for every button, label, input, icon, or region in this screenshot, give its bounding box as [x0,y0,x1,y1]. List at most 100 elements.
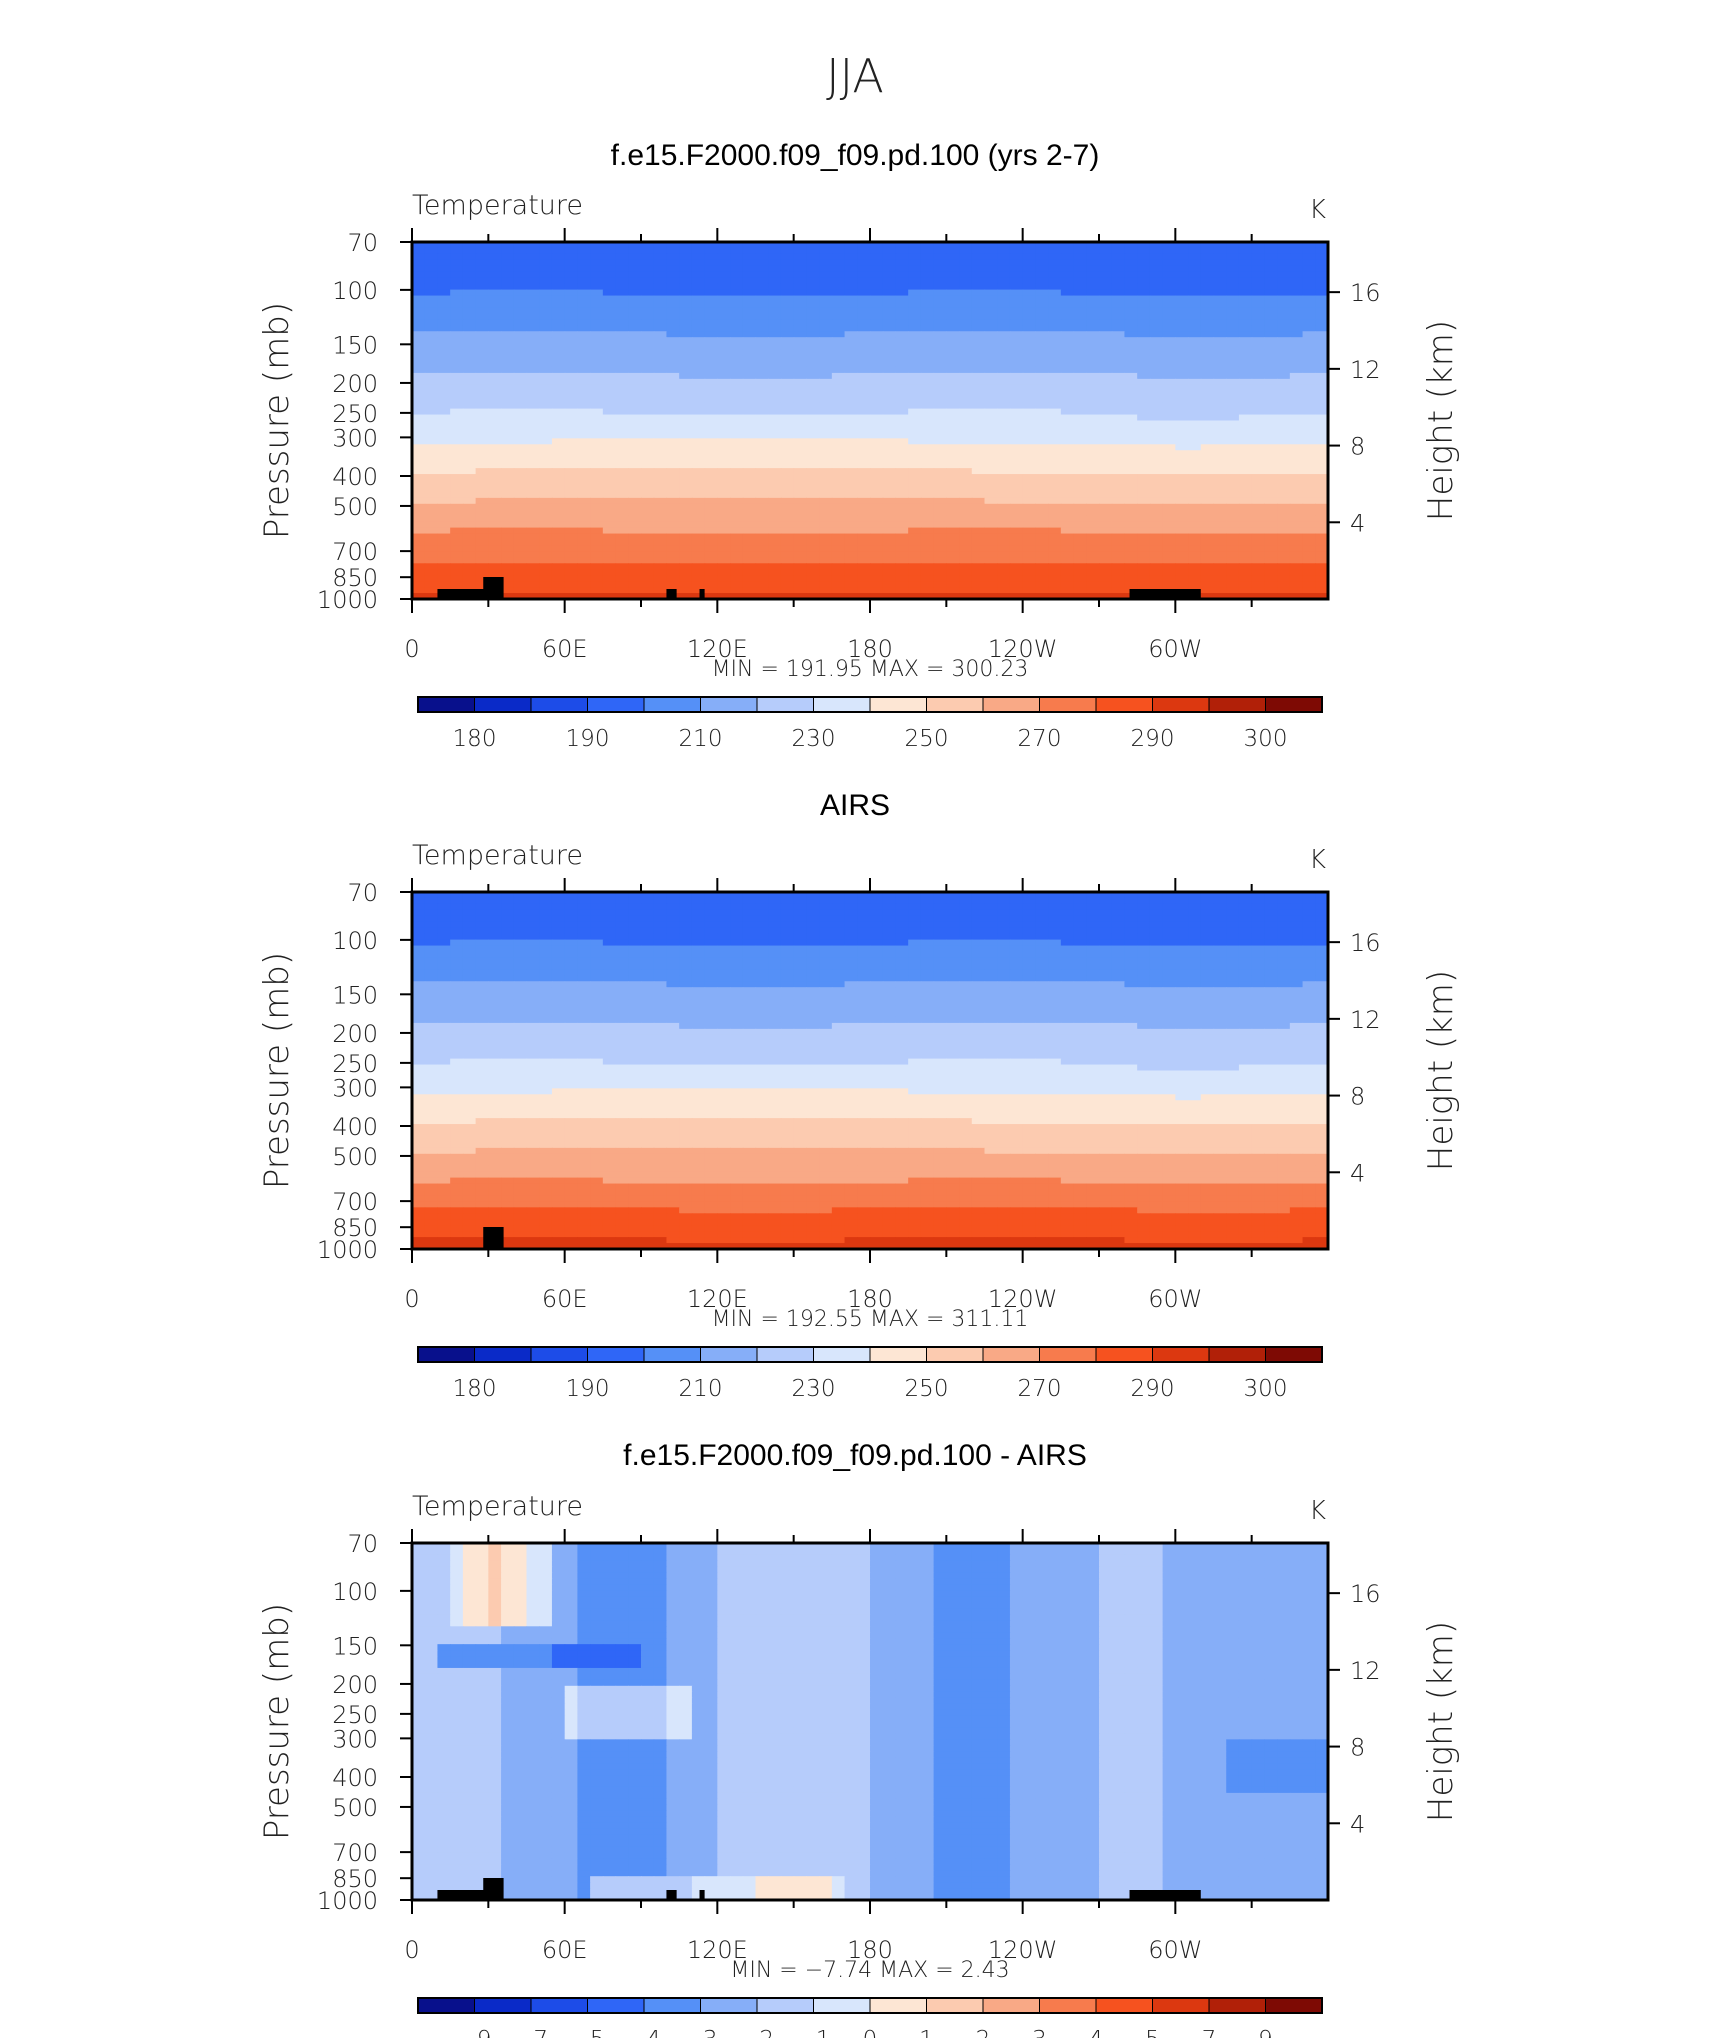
contour-cell [1213,319,1227,326]
contour-cell [475,432,489,439]
contour-cell [831,933,846,941]
contour-cell [1251,509,1265,517]
contour-cell [1289,587,1304,594]
contour-cell [679,253,693,261]
contour-cell [870,426,884,433]
contour-cell [755,372,769,380]
contour-cell [806,313,820,320]
contour-cell [1022,521,1036,529]
contour-cell [551,909,566,917]
contour-cell [628,527,642,535]
contour-cell [819,384,833,392]
contour-cell [602,402,617,410]
contour-cell [564,915,578,923]
contour-cell [615,396,629,404]
contour-cell [641,921,655,929]
contour-cell [1124,313,1138,320]
contour-cell [806,408,820,416]
contour-cell [1111,491,1126,499]
contour-cell [551,497,566,505]
contour-cell [984,253,998,261]
contour-cell [780,372,795,380]
contour-cell [870,581,884,588]
contour-cell [1137,271,1151,279]
contour-cell [437,545,451,552]
contour-cell [1149,515,1164,523]
contour-cell [628,301,642,309]
contour-cell [1060,277,1075,285]
contour-cell [666,563,680,570]
contour-cell [526,545,540,552]
contour-cell [488,474,502,481]
contour-cell [424,259,439,267]
contour-cell [1162,366,1176,374]
contour-cell [806,897,820,905]
contour-cell [691,283,706,291]
contour-cell [1162,563,1176,570]
contour-cell [857,366,871,374]
contour-cell [462,426,477,433]
contour-cell [755,503,769,511]
contour-cell [691,402,706,410]
contour-cell [475,253,489,261]
contour-cell [1277,432,1291,439]
contour-cell [1188,533,1202,541]
contour-cell [1060,253,1075,261]
contour-cell [704,927,718,935]
contour-cell [1213,366,1227,374]
contour-cell [793,295,807,303]
contour-cell [513,593,528,600]
contour-cell [628,361,642,368]
contour-cell [1175,581,1189,588]
contour-cell [870,450,884,457]
contour-cell [437,551,451,558]
contour-cell [768,253,782,261]
contour-cell [1277,396,1291,404]
contour-cell [513,533,528,541]
contour-cell [1238,265,1253,273]
contour-cell [564,402,578,410]
contour-cell [806,337,820,344]
contour-cell [1086,551,1100,558]
contour-cell [1086,271,1100,279]
contour-cell [1162,909,1176,917]
contour-cell [780,343,795,350]
contour-cell [895,283,909,291]
contour-cell [1175,253,1189,261]
contour-cell [1289,581,1304,588]
contour-cell [1188,915,1202,923]
contour-cell [895,474,909,481]
contour-cell [730,259,744,267]
contour-cell [691,485,706,493]
contour-cell [959,581,973,588]
left-string: Temperature [412,190,583,221]
contour-cell [424,271,439,279]
contour-cell [819,396,833,404]
contour-cell [513,438,528,445]
contour-cell [1200,474,1215,481]
contour-cell [1175,313,1189,320]
contour-cell [666,265,680,273]
contour-cell [780,355,795,362]
contour-cell [475,396,489,404]
contour-cell [1111,551,1126,558]
contour-cell [590,897,604,905]
contour-cell [1111,319,1126,326]
contour-cell [895,343,909,350]
contour-cell [870,909,884,917]
contour-cell [526,301,540,309]
contour-cell [793,408,807,416]
contour-cell [488,283,502,291]
contour-cell [1124,450,1138,457]
contour-cell [946,277,960,285]
contour-cell [450,301,464,309]
contour-cell [513,491,528,499]
contour-cell [768,909,782,917]
contour-cell [971,384,986,392]
contour-cell [1302,432,1316,439]
contour-cell [1188,545,1202,552]
contour-cell [475,361,489,368]
contour-cell [882,253,897,261]
contour-cell [959,259,973,267]
contour-cell [806,402,820,410]
